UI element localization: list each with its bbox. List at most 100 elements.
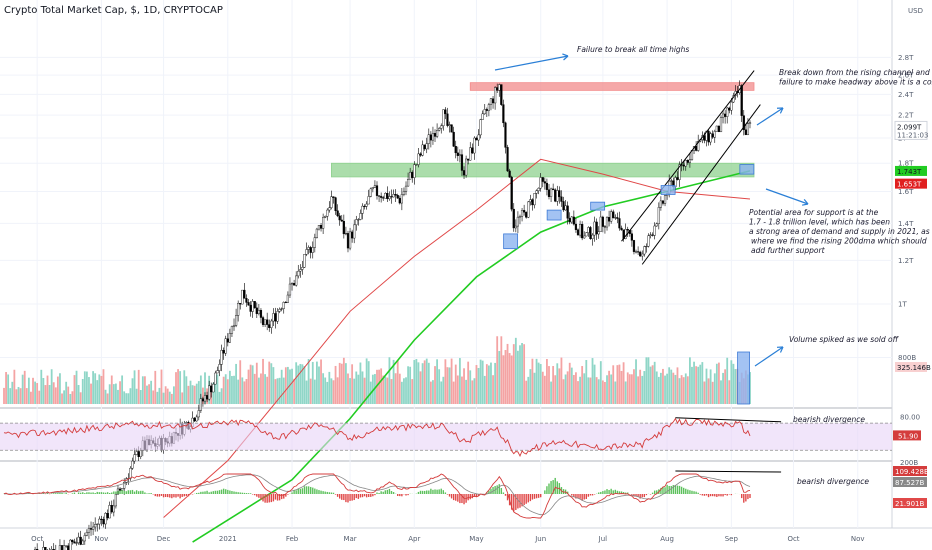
volume-bar <box>123 391 126 404</box>
macd-histogram-bar <box>179 494 181 499</box>
candle-body <box>208 385 211 400</box>
macd-histogram-bar <box>645 494 648 496</box>
candle-body <box>663 195 667 204</box>
macd-histogram-bar <box>714 494 716 497</box>
volume-bar <box>156 391 159 404</box>
volume-bar <box>504 350 507 404</box>
macd-histogram-bar <box>328 492 331 494</box>
volume-bar <box>320 359 322 404</box>
candle-body <box>748 122 752 124</box>
volume-bar <box>183 370 186 404</box>
candle-body <box>85 532 88 536</box>
candle-body <box>539 177 542 189</box>
volume-bar <box>216 374 219 404</box>
volume-bar <box>106 393 109 404</box>
volume-bar <box>278 377 281 404</box>
candle-body <box>726 107 729 117</box>
volume-bar <box>77 385 80 404</box>
volume-bar <box>81 378 84 404</box>
volume-bar <box>432 380 434 404</box>
volume-bar <box>117 389 119 404</box>
macd-histogram-bar <box>674 484 677 494</box>
macd-histogram-bar <box>448 494 451 497</box>
volume-bar <box>477 367 480 404</box>
macd-histogram-bar <box>343 494 345 501</box>
volume-bar <box>670 369 673 404</box>
volume-bar <box>291 368 293 404</box>
volume-bar <box>13 369 16 404</box>
candle-body <box>94 524 97 528</box>
candle-body <box>473 137 476 154</box>
candle-body <box>570 216 573 223</box>
candle-body <box>100 518 103 520</box>
candle-body <box>554 189 557 202</box>
candle-body <box>549 188 553 197</box>
candle-body <box>239 303 242 305</box>
candle-body <box>344 233 348 235</box>
macd-histogram-bar <box>341 494 343 500</box>
macd-histogram-bar <box>457 494 459 502</box>
macd-histogram-bar <box>318 490 320 494</box>
volume-bar <box>388 357 391 404</box>
candle-body <box>247 302 250 306</box>
macd-histogram-bar <box>517 494 519 509</box>
volume-bar <box>558 368 561 404</box>
macd-histogram-bar <box>639 494 641 499</box>
candle-body <box>351 231 354 239</box>
macd-histogram-bar <box>660 487 662 494</box>
macd-histogram-bar <box>260 494 262 500</box>
macd-histogram-bar <box>231 491 233 494</box>
macd-histogram-bar <box>357 494 360 499</box>
volume-bar <box>27 377 30 404</box>
macd-tick-label: 200B <box>900 459 918 467</box>
candle-body <box>713 131 716 138</box>
volume-bar <box>496 336 499 404</box>
rsi-line <box>3 417 751 457</box>
macd-histogram-bar <box>697 492 699 494</box>
volume-bar <box>195 383 198 404</box>
volume-bar <box>264 374 266 404</box>
macd-histogram-bar <box>278 494 281 501</box>
macd-histogram-bar <box>581 494 583 501</box>
volume-bar <box>662 368 664 404</box>
macd-histogram-bar <box>291 492 293 494</box>
candle-body <box>203 395 207 402</box>
volume-bar <box>749 372 751 404</box>
volume-bar <box>241 377 244 404</box>
candle-body <box>616 217 619 219</box>
macd-histogram-bar <box>523 494 525 506</box>
macd-histogram-bar <box>610 488 612 494</box>
candle-body <box>232 325 236 327</box>
volume-bar <box>324 377 327 404</box>
candle-body <box>118 488 122 491</box>
volume-bar <box>639 369 642 404</box>
volume-bar <box>527 376 530 404</box>
macd-histogram-bar <box>620 491 623 494</box>
time-tick-label: Sep <box>725 535 739 543</box>
volume-bar <box>684 373 687 404</box>
currency-label[interactable]: USD <box>908 7 923 15</box>
price-badge-sub: 11:21:03 <box>897 131 928 139</box>
annotations: Failure to break all time highs Break dow… <box>494 45 932 367</box>
macd-histogram-bar <box>249 493 252 494</box>
macd-histogram-bar <box>233 491 235 494</box>
volume-bar <box>413 360 416 404</box>
volume-bar <box>133 370 136 404</box>
volume-bar <box>361 371 364 404</box>
candle-body <box>444 109 447 115</box>
candle-body <box>514 225 517 229</box>
candle-body <box>438 128 441 131</box>
candle-body <box>261 317 265 325</box>
macd-histogram-bar <box>185 494 188 496</box>
candle-body <box>114 493 117 507</box>
volume-bar <box>641 375 644 404</box>
volume-bar <box>664 375 666 404</box>
volume-bar <box>69 393 72 404</box>
candle-body <box>450 124 453 133</box>
macd-histogram-bar <box>349 494 351 501</box>
candle-body <box>123 482 126 489</box>
candle-body <box>659 200 662 208</box>
macd-histogram-bar <box>434 489 436 494</box>
volume-bar <box>488 365 490 404</box>
